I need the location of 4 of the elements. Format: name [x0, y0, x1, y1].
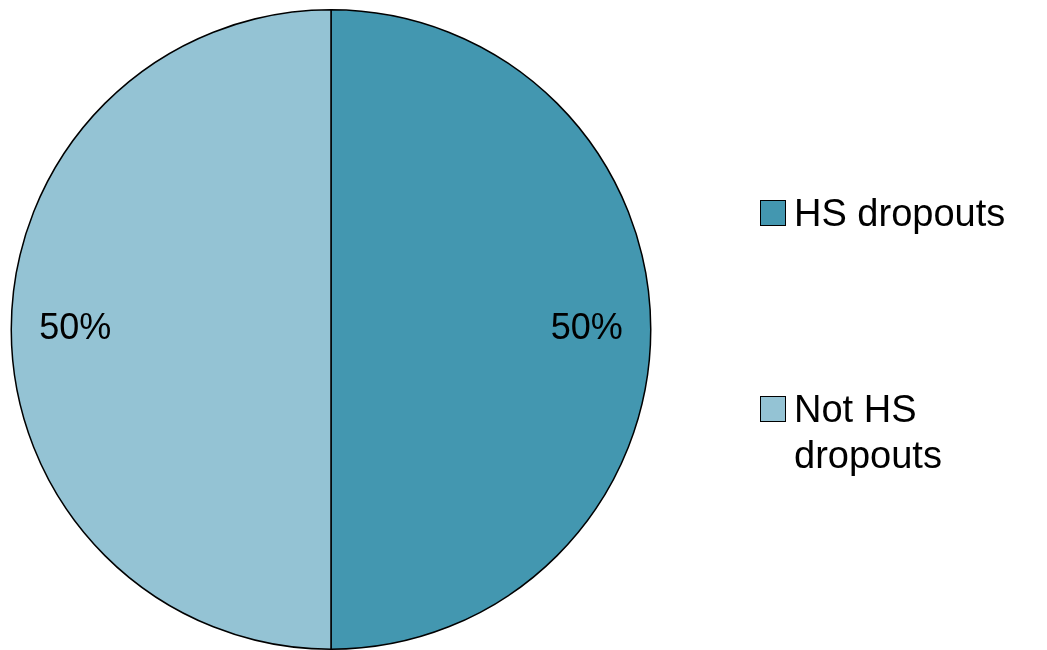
legend-label: HS dropouts: [794, 191, 1006, 236]
data-label: 50%: [550, 306, 623, 348]
legend-label: Not HS dropouts: [794, 387, 943, 478]
data-label: 50%: [39, 306, 112, 348]
